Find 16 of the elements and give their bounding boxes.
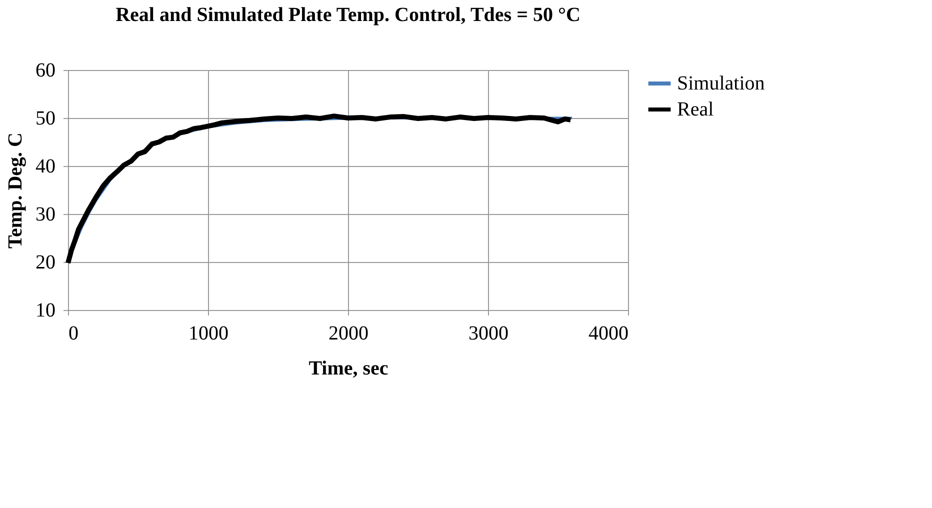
chart-title: Real and Simulated Plate Temp. Control, Tdes = 50 °C <box>116 4 580 26</box>
x-tick-label: 1000 <box>188 322 228 344</box>
y-tick-label: 50 <box>36 108 56 130</box>
y-tick-label: 20 <box>36 252 56 274</box>
y-tick-label: 40 <box>36 156 56 178</box>
x-tick-label: 0 <box>68 322 78 344</box>
x-axis-title: Time, sec <box>308 358 388 380</box>
y-tick-label: 60 <box>36 60 56 82</box>
x-tick-label: 4000 <box>588 322 628 344</box>
x-tick-label: 2000 <box>328 322 368 344</box>
x-tick-label: 3000 <box>468 322 508 344</box>
y-axis-title: Temp. Deg. C <box>4 132 26 248</box>
legend-label: Simulation <box>677 72 765 94</box>
legend-label: Real <box>677 98 714 120</box>
y-tick-label: 10 <box>36 300 56 322</box>
y-tick-label: 30 <box>36 204 56 226</box>
